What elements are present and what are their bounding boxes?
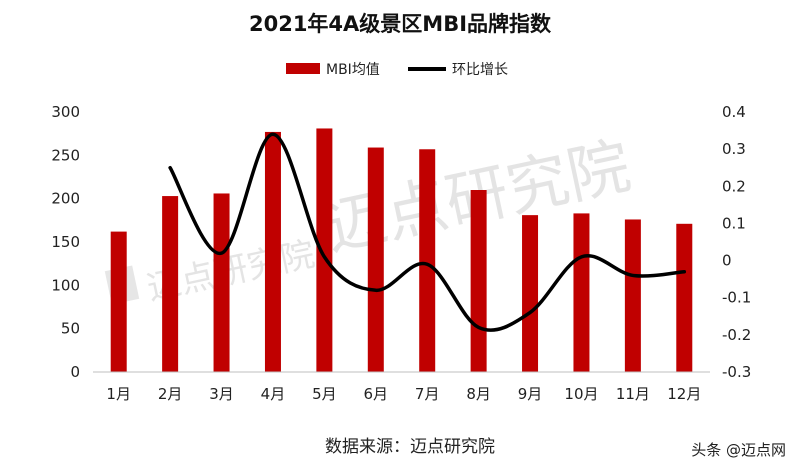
bar-10月 xyxy=(573,213,590,372)
right-tick-label: 0 xyxy=(722,252,732,270)
x-tick-label: 5月 xyxy=(312,385,337,403)
right-tick-label: -0.3 xyxy=(722,363,751,381)
right-tick-label: 0.4 xyxy=(722,103,746,121)
x-axis: 1月 2月 3月 4月 5月 6月 7月 8月 9月 10月 11月 12月 xyxy=(93,371,710,403)
bar-series xyxy=(110,128,693,372)
right-tick-label: 0.2 xyxy=(722,177,746,195)
source-note: 数据来源：迈点研究院 xyxy=(325,437,495,457)
x-tick-label: 10月 xyxy=(564,385,598,403)
left-tick-label: 100 xyxy=(51,276,80,294)
x-tick-label: 1月 xyxy=(106,385,131,403)
x-tick-label: 7月 xyxy=(415,385,440,403)
bar-12月 xyxy=(676,223,693,372)
right-tick-label: -0.2 xyxy=(722,326,751,344)
brand-watermark: 头条 @迈点网 xyxy=(691,441,786,459)
bar-9月 xyxy=(522,215,539,372)
legend-label-growth: 环比增长 xyxy=(452,62,508,78)
x-tick-label: 12月 xyxy=(667,385,701,403)
x-tick-label: 11月 xyxy=(616,385,650,403)
legend-bar-swatch xyxy=(286,63,320,74)
bar-11月 xyxy=(624,219,641,372)
right-tick-label: 0.3 xyxy=(722,140,746,158)
left-tick-label: 200 xyxy=(51,190,80,208)
bar-7月 xyxy=(419,149,436,372)
x-tick-label: 6月 xyxy=(364,385,389,403)
bar-1月 xyxy=(110,231,127,372)
left-tick-label: 150 xyxy=(51,233,80,251)
bar-2月 xyxy=(162,196,179,372)
x-tick-label: 8月 xyxy=(466,385,491,403)
growth-line xyxy=(168,132,687,332)
legend: MBI均值 环比增长 xyxy=(286,62,508,78)
left-tick-label: 250 xyxy=(51,146,80,164)
left-axis: 0 50 100 150 200 250 300 xyxy=(51,103,80,381)
left-tick-label: 50 xyxy=(61,320,80,338)
x-tick-label: 9月 xyxy=(518,385,543,403)
bar-4月 xyxy=(264,131,281,372)
x-tick-label: 3月 xyxy=(209,385,234,403)
right-axis: -0.3 -0.2 -0.1 0 0.1 0.2 0.3 0.4 xyxy=(722,103,751,381)
bar-6月 xyxy=(367,147,384,372)
bar-5月 xyxy=(316,128,333,372)
x-tick-label: 2月 xyxy=(158,385,183,403)
left-tick-label: 300 xyxy=(51,103,80,121)
legend-label-mbi: MBI均值 xyxy=(326,62,380,78)
right-tick-label: -0.1 xyxy=(722,289,751,307)
x-tick-label: 4月 xyxy=(261,385,286,403)
line-series xyxy=(168,132,687,332)
bar-8月 xyxy=(470,190,487,372)
left-tick-label: 0 xyxy=(70,363,80,381)
chart-title: 2021年4A级景区MBI品牌指数 xyxy=(249,12,552,36)
right-tick-label: 0.1 xyxy=(722,214,746,232)
bar-3月 xyxy=(213,193,230,372)
